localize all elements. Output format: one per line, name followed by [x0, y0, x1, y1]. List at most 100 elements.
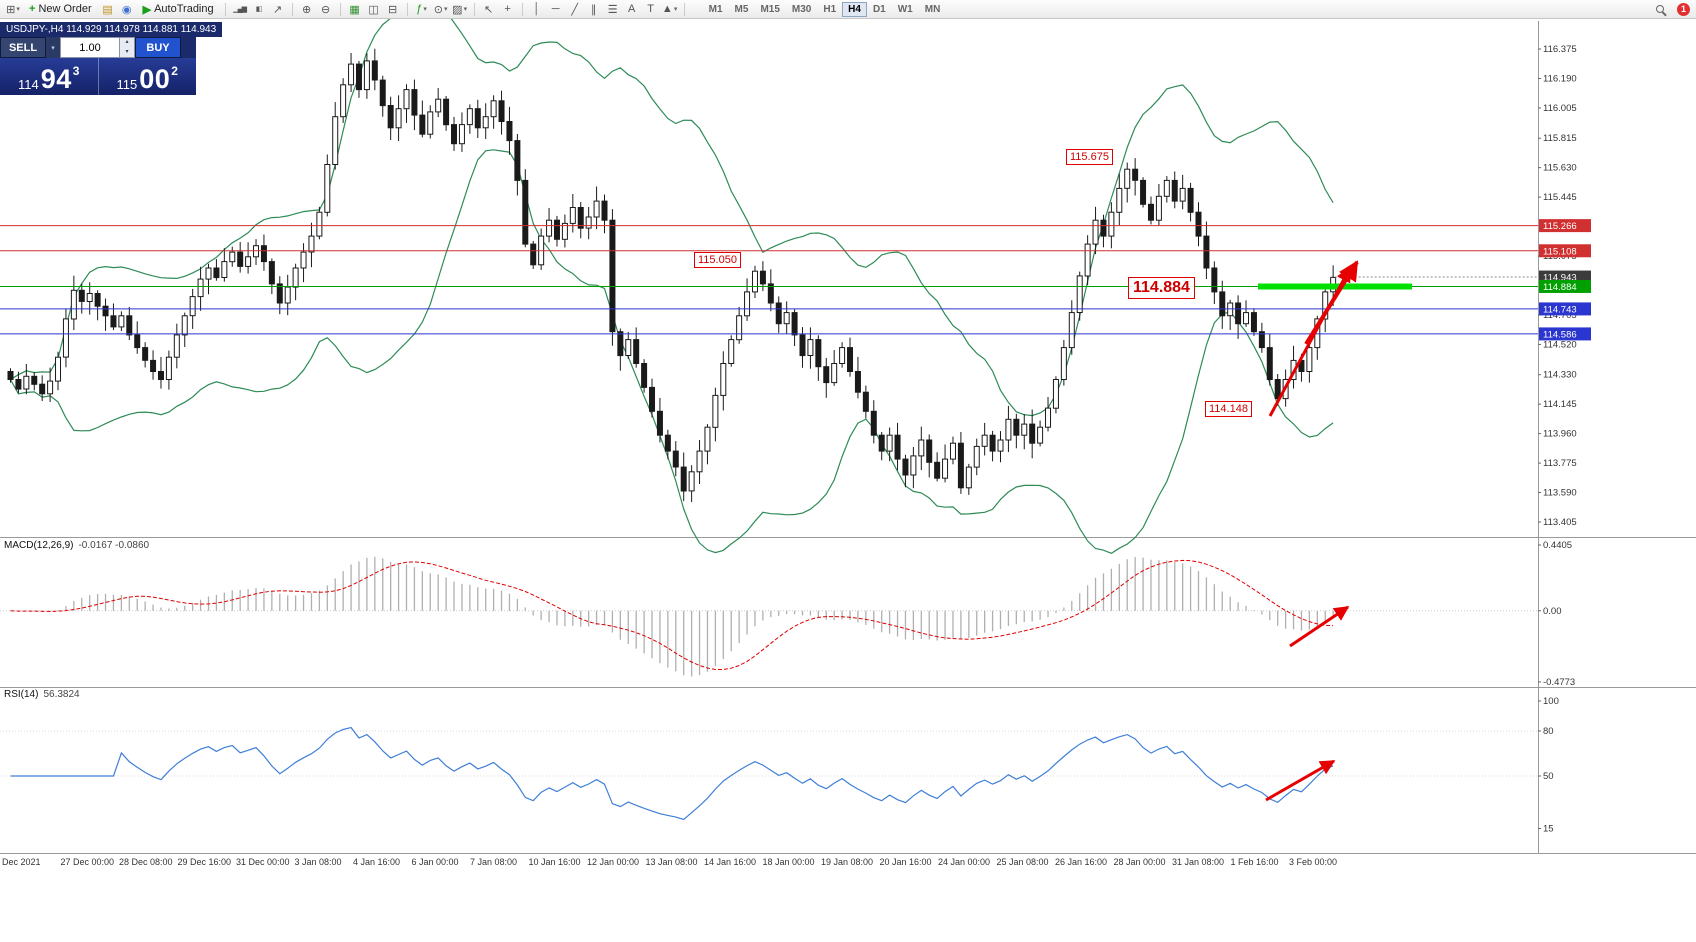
cursor-icon[interactable]: ↖: [484, 3, 494, 16]
buy-button[interactable]: BUY: [135, 37, 181, 58]
autotrading-button[interactable]: ▶ AutoTrading: [142, 3, 214, 16]
templates-icon[interactable]: ▨ ▾: [452, 3, 468, 16]
rsi-tick: 100: [1543, 696, 1559, 707]
time-tick: 13 Jan 08:00: [646, 857, 698, 867]
volume-input[interactable]: [60, 37, 120, 58]
trend-arrow[interactable]: [1304, 260, 1359, 346]
timeframe-h4[interactable]: H4: [842, 1, 867, 17]
zoom-in-icon[interactable]: ⊕: [302, 3, 312, 16]
trendline-icon[interactable]: ╱: [571, 3, 578, 16]
macd-label: MACD(12,26,9) -0.0167 -0.0860: [4, 540, 149, 551]
tile-windows-icon[interactable]: ▦: [349, 3, 360, 16]
time-tick: 28 Jan 00:00: [1114, 857, 1166, 867]
volume-down-icon[interactable]: ▾: [125, 48, 129, 55]
time-tick: 4 Jan 16:00: [353, 857, 400, 867]
bid-pip-digit: 3: [72, 64, 80, 78]
price-tick: 113.775: [1543, 458, 1577, 469]
toolbar-separator: [683, 2, 685, 16]
price-tick: 116.375: [1543, 44, 1577, 55]
time-tick: 19 Jan 08:00: [821, 857, 873, 867]
price-badge: [1539, 302, 1591, 316]
chevron-down-icon: ▾: [16, 6, 20, 13]
time-tick: 24 Jan 00:00: [938, 857, 990, 867]
time-tick: 27 Dec 00:00: [61, 857, 115, 867]
ask-pip-digit: 2: [171, 64, 178, 78]
price-annotation[interactable]: 115.675: [1066, 149, 1113, 165]
timeframe-d1[interactable]: D1: [872, 3, 886, 15]
notification-badge[interactable]: 1: [1677, 2, 1690, 16]
macd-tick: -0.4773: [1543, 677, 1575, 688]
arrange-horizontal-icon[interactable]: ⊟: [388, 3, 398, 16]
price-badge: [1539, 327, 1591, 341]
price-tick: 116.005: [1543, 103, 1577, 114]
metaeditor-icon[interactable]: ▤: [102, 3, 113, 16]
time-tick: 10 Jan 16:00: [529, 857, 581, 867]
time-tick: 26 Jan 16:00: [1055, 857, 1107, 867]
search-icon[interactable]: [1651, 1, 1669, 17]
timeframe-h1[interactable]: H1: [823, 3, 837, 15]
arrange-vertical-icon[interactable]: ◫: [368, 3, 379, 16]
shapes-icon[interactable]: ▲ ▾: [661, 3, 678, 15]
price-tick: 116.190: [1543, 73, 1577, 84]
time-tick: 29 Dec 16:00: [178, 857, 232, 867]
toolbar-separator: [224, 2, 226, 16]
bar-chart-icon[interactable]: ▁▄▆: [233, 6, 247, 13]
label-icon[interactable]: T: [647, 3, 654, 15]
macd-tick: 0.00: [1543, 606, 1562, 617]
new-order-button[interactable]: + New Order: [29, 3, 92, 15]
zoom-out-icon[interactable]: ⊖: [321, 3, 331, 16]
timeframe-m15[interactable]: M15: [760, 3, 780, 15]
rsi-tick: 15: [1543, 824, 1554, 835]
trade-controls: SELL ▾ ▴▾ BUY: [0, 37, 196, 58]
ask-price[interactable]: 115 00 2: [99, 58, 197, 95]
toolbar-right: 1: [1651, 1, 1692, 17]
time-tick: 14 Jan 16:00: [704, 857, 756, 867]
time-tick: 7 Jan 08:00: [470, 857, 517, 867]
price-tick: 115.445: [1543, 192, 1577, 203]
trend-arrow[interactable]: [1289, 605, 1350, 648]
time-tick: 31 Dec 00:00: [236, 857, 290, 867]
bid-price[interactable]: 114 94 3: [0, 58, 99, 95]
sell-button[interactable]: SELL: [0, 37, 46, 58]
trend-arrow[interactable]: [1265, 759, 1336, 802]
bollinger-lower-band: [9, 149, 1334, 554]
indicators-icon[interactable]: ƒ ▾: [416, 3, 427, 15]
price-tick: 114.705: [1543, 310, 1577, 321]
periods-icon[interactable]: ⊙ ▾: [433, 3, 448, 16]
text-icon[interactable]: A: [627, 3, 636, 15]
profiles-icon[interactable]: ◉: [121, 3, 132, 16]
order-dropdown-icon[interactable]: ▾: [46, 37, 60, 58]
chart-ohlc-header: USDJPY-,H4 114.929 114.978 114.881 114.9…: [0, 22, 223, 37]
timeframe-w1[interactable]: W1: [897, 3, 913, 15]
timeframe-m1[interactable]: M1: [708, 3, 723, 15]
fibonacci-icon[interactable]: ☰: [607, 3, 618, 16]
crosshair-icon[interactable]: +: [504, 3, 511, 15]
vertical-line-icon[interactable]: │: [533, 3, 541, 15]
volume-stepper[interactable]: ▴ ▾: [120, 37, 135, 58]
price-annotation[interactable]: 114.148: [1205, 401, 1252, 417]
new-chart-icon[interactable]: ⊞ ▾: [6, 3, 20, 16]
ask-main-digits: 00: [139, 64, 171, 94]
chevron-down-icon: ▾: [443, 6, 448, 13]
chevron-down-icon: ▾: [463, 6, 468, 13]
horizontal-line-icon[interactable]: ─: [551, 3, 560, 15]
rsi-label: RSI(14) 56.3824: [4, 689, 80, 700]
price-annotation[interactable]: 115.050: [694, 252, 741, 268]
candlestick-chart-icon[interactable]: ▮▯: [255, 6, 263, 13]
timeframe-m5[interactable]: M5: [734, 3, 749, 15]
timeframe-mn[interactable]: MN: [924, 3, 941, 15]
time-tick: 25 Jan 08:00: [997, 857, 1049, 867]
time-tick: 3 Jan 08:00: [295, 857, 342, 867]
bid-figure: 114: [18, 77, 39, 92]
channel-icon[interactable]: ∥: [590, 3, 597, 16]
price-tick: 113.590: [1543, 488, 1577, 499]
toolbar-separator: [339, 2, 341, 16]
volume-up-icon[interactable]: ▴: [125, 39, 129, 45]
time-tick: 20 Jan 16:00: [880, 857, 932, 867]
price-annotation[interactable]: 114.884: [1128, 277, 1195, 299]
line-chart-icon[interactable]: ↗: [273, 3, 283, 16]
time-tick: 6 Jan 00:00: [412, 857, 459, 867]
price-badge-label: 114.884: [1543, 282, 1577, 293]
timeframe-m30[interactable]: M30: [791, 3, 812, 15]
